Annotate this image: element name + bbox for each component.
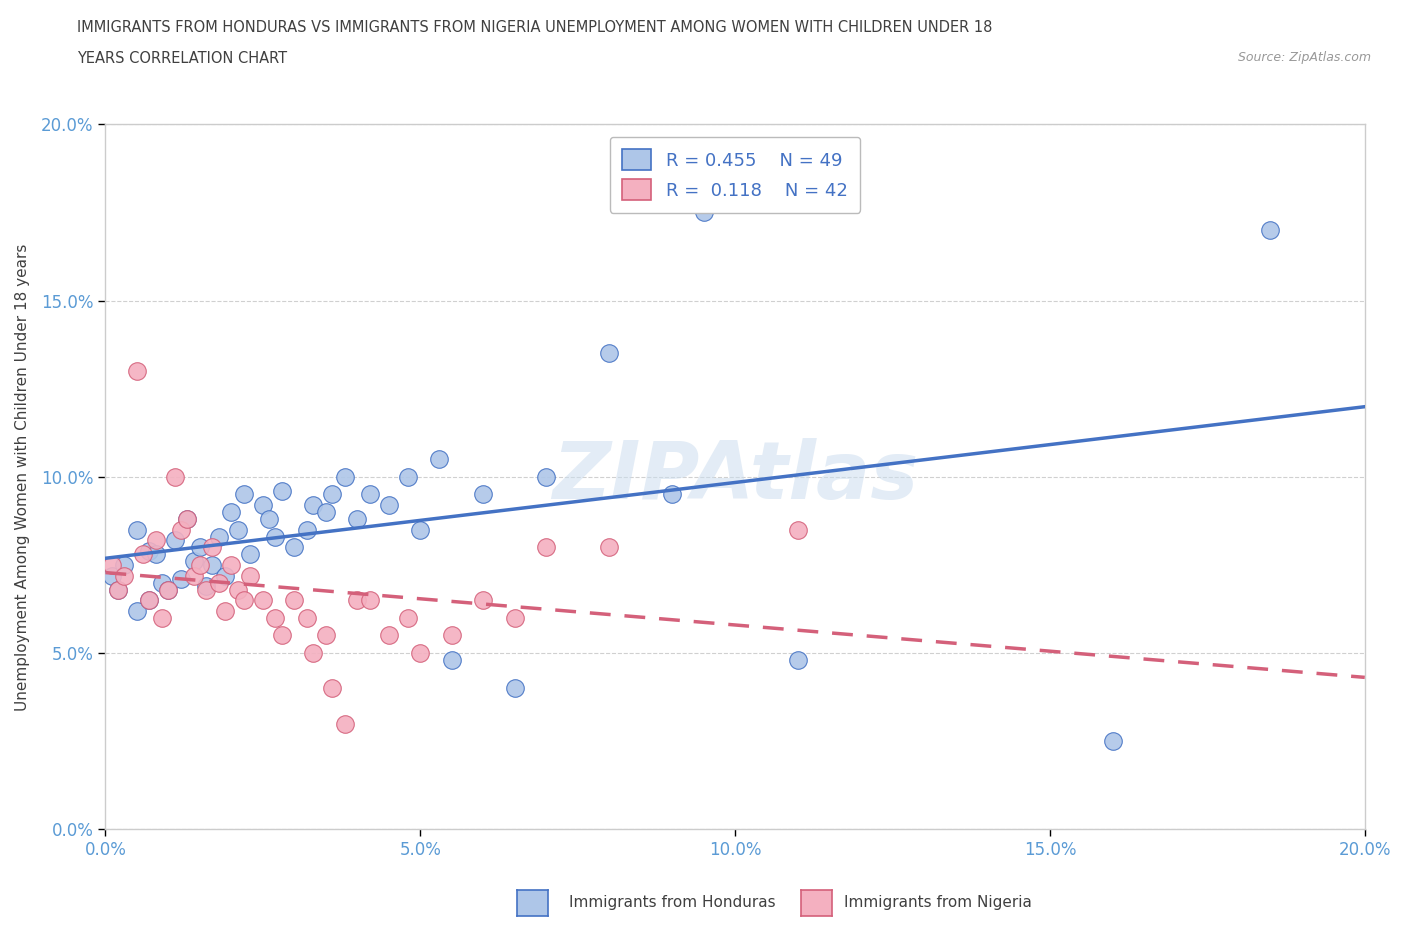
Point [692, 205, 714, 219]
Point [138, 543, 160, 558]
Point [195, 582, 218, 597]
Point [138, 592, 160, 607]
Point [150, 610, 173, 625]
Point [503, 610, 526, 625]
Point [295, 610, 318, 625]
Point [201, 540, 224, 555]
Text: YEARS CORRELATION CHART: YEARS CORRELATION CHART [77, 51, 287, 66]
Point [100, 558, 122, 573]
Point [409, 645, 432, 660]
Point [239, 568, 262, 583]
Point [396, 470, 419, 485]
Text: Source: ZipAtlas.com: Source: ZipAtlas.com [1237, 51, 1371, 64]
Legend: R = 0.455    N = 49, R =  0.118    N = 42: R = 0.455 N = 49, R = 0.118 N = 42 [610, 137, 860, 213]
Point [145, 533, 167, 548]
Point [270, 628, 292, 643]
Point [346, 512, 368, 526]
Point [302, 645, 325, 660]
Point [440, 628, 463, 643]
Y-axis label: Unemployment Among Women with Children Under 18 years: Unemployment Among Women with Children U… [15, 243, 30, 711]
Point [208, 575, 231, 590]
Point [787, 523, 810, 538]
Point [359, 487, 381, 502]
Point [125, 364, 148, 379]
Point [346, 592, 368, 607]
Point [170, 572, 193, 587]
Point [378, 628, 401, 643]
Point [315, 505, 337, 520]
Point [252, 498, 274, 512]
Point [145, 547, 167, 562]
Point [150, 575, 173, 590]
Point [472, 487, 495, 502]
Point [112, 568, 135, 583]
Point [302, 498, 325, 512]
Point [125, 604, 148, 618]
Point [270, 484, 292, 498]
Point [333, 470, 356, 485]
Text: Immigrants from Nigeria: Immigrants from Nigeria [844, 895, 1032, 910]
Point [100, 568, 122, 583]
Point [163, 470, 186, 485]
Point [359, 592, 381, 607]
Point [283, 592, 305, 607]
Point [170, 523, 193, 538]
Point [257, 512, 280, 526]
Point [333, 716, 356, 731]
Point [264, 529, 287, 544]
Point [378, 498, 401, 512]
Point [534, 540, 557, 555]
Point [472, 592, 495, 607]
Point [396, 610, 419, 625]
Point [226, 523, 249, 538]
Point [157, 582, 180, 597]
Point [283, 540, 305, 555]
Point [107, 582, 129, 597]
Point [132, 547, 155, 562]
Point [112, 558, 135, 573]
Point [214, 604, 236, 618]
Text: Immigrants from Honduras: Immigrants from Honduras [569, 895, 776, 910]
Point [427, 452, 450, 467]
Point [208, 529, 231, 544]
Point [239, 547, 262, 562]
Point [1102, 734, 1125, 749]
Point [661, 487, 683, 502]
Point [233, 592, 256, 607]
Point [163, 533, 186, 548]
Point [176, 512, 198, 526]
Point [295, 523, 318, 538]
Text: IMMIGRANTS FROM HONDURAS VS IMMIGRANTS FROM NIGERIA UNEMPLOYMENT AMONG WOMEN WIT: IMMIGRANTS FROM HONDURAS VS IMMIGRANTS F… [77, 20, 993, 35]
Point [138, 592, 160, 607]
Point [214, 568, 236, 583]
Point [598, 540, 620, 555]
Point [409, 523, 432, 538]
Point [157, 582, 180, 597]
Point [176, 512, 198, 526]
Point [107, 582, 129, 597]
Point [125, 523, 148, 538]
Point [233, 487, 256, 502]
Point [534, 470, 557, 485]
Point [252, 592, 274, 607]
Point [1258, 222, 1281, 237]
Point [195, 578, 218, 593]
Point [440, 653, 463, 668]
Point [321, 487, 343, 502]
Point [221, 558, 243, 573]
Point [321, 681, 343, 696]
Point [201, 558, 224, 573]
Point [221, 505, 243, 520]
Text: ZIPAtlas: ZIPAtlas [553, 438, 918, 516]
Point [188, 540, 211, 555]
Point [264, 610, 287, 625]
Point [787, 653, 810, 668]
Point [315, 628, 337, 643]
Point [183, 568, 205, 583]
Point [598, 346, 620, 361]
Point [226, 582, 249, 597]
Point [503, 681, 526, 696]
Point [188, 558, 211, 573]
Point [183, 554, 205, 569]
